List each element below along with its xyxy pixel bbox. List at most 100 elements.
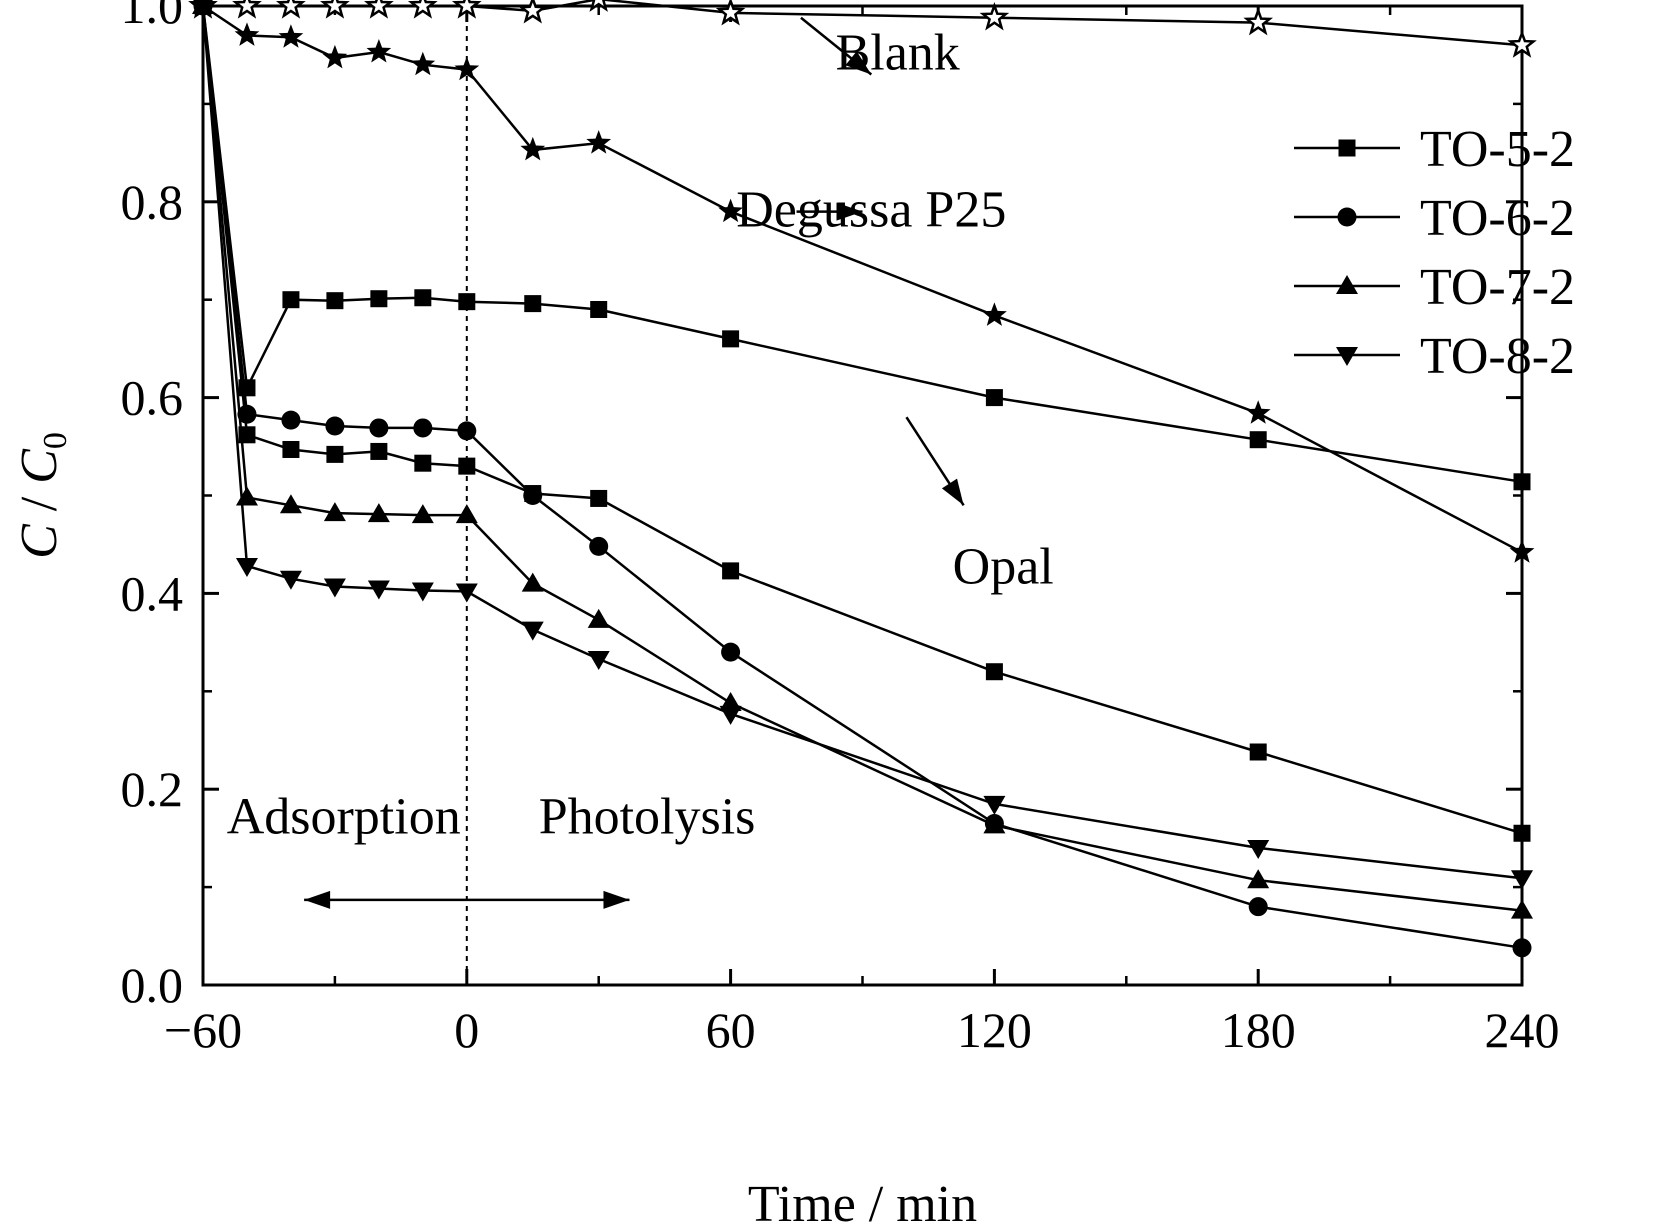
- data-point: [589, 0, 608, 12]
- phase-arrow-left: [304, 890, 467, 909]
- data-point: [367, 503, 390, 523]
- series-2: [190, 0, 1535, 563]
- legend-marker: [1338, 139, 1356, 157]
- data-point: [523, 486, 543, 505]
- annotations: Blank Degussa P25 Opal Adsorption Photolysis: [227, 16, 1054, 909]
- data-point: [370, 442, 388, 460]
- data-point: [235, 486, 258, 506]
- y-axis-label-subscript: 0: [37, 432, 74, 449]
- data-point: [235, 557, 258, 577]
- data-point: [458, 293, 476, 311]
- annotation-arrow-blank: [800, 16, 873, 76]
- data-point: [451, 0, 482, 19]
- legend-label: TO-8-2: [1420, 328, 1575, 385]
- data-point: [715, 0, 746, 26]
- legend: TO-5-2 TO-6-2 TO-7-2 TO-8-2: [1294, 121, 1575, 385]
- data-point: [455, 583, 478, 603]
- series-group: [188, 0, 1537, 958]
- data-point: [370, 290, 388, 308]
- data-point: [232, 0, 262, 19]
- data-point: [524, 295, 542, 313]
- annotation-arrow-p25: [796, 202, 863, 221]
- series-line: [202, 4, 1523, 554]
- x-tick-label: 60: [706, 1002, 756, 1058]
- annotation-opal: Opal: [953, 539, 1054, 596]
- data-point: [193, 0, 213, 17]
- data-point: [234, 22, 260, 46]
- data-point: [587, 608, 610, 628]
- series-7: [193, 0, 1533, 890]
- legend-marker: [1337, 207, 1357, 227]
- data-point: [282, 440, 300, 458]
- data-point: [407, 0, 438, 19]
- y-axis-label: C / C0: [11, 432, 74, 559]
- arrow-head: [941, 478, 964, 506]
- x-tick-label: 240: [1485, 1002, 1560, 1058]
- data-point: [366, 39, 392, 63]
- data-point: [414, 289, 432, 307]
- series-line: [201, 5, 1523, 835]
- data-point: [276, 0, 306, 19]
- axes: −60 0 60 120 180 240 0.0 0.2 0.4 0.6 0.8 1.0: [121, 0, 1560, 1058]
- data-point: [1247, 839, 1270, 859]
- data-point: [517, 0, 548, 24]
- data-point: [410, 51, 436, 76]
- y-tick-label: 0.4: [121, 565, 184, 621]
- data-point: [979, 2, 1010, 31]
- series-4: [194, 0, 1531, 842]
- data-point: [1507, 29, 1537, 58]
- data-point: [590, 300, 608, 318]
- data-point: [364, 0, 394, 19]
- data-point: [457, 421, 477, 441]
- data-point: [325, 416, 345, 436]
- data-point: [985, 389, 1003, 407]
- phase-arrow-right: [466, 890, 630, 909]
- data-point: [414, 454, 432, 472]
- annotation-arrow-opal: [905, 416, 965, 506]
- data-point: [237, 404, 257, 424]
- data-point: [587, 650, 610, 670]
- data-point: [718, 198, 743, 223]
- x-tick-label: −60: [164, 1002, 242, 1058]
- data-point: [1248, 897, 1268, 917]
- y-tick-label: 0.2: [121, 761, 184, 817]
- data-point: [369, 418, 389, 438]
- data-point: [323, 578, 346, 598]
- legend-item: TO-5-2: [1294, 121, 1575, 178]
- data-point: [1513, 473, 1531, 491]
- data-point: [282, 291, 300, 309]
- series-6: [192, 0, 1533, 919]
- data-point: [589, 536, 609, 556]
- data-point: [521, 572, 544, 592]
- annotation-blank: Blank: [836, 25, 960, 82]
- x-tick-label: 120: [957, 1002, 1032, 1058]
- data-point: [320, 0, 350, 19]
- x-tick-label: 180: [1221, 1002, 1296, 1058]
- data-point: [983, 795, 1006, 815]
- data-point: [983, 814, 1006, 834]
- annotation-photolysis: Photolysis: [539, 788, 756, 845]
- annotation-adsorption: Adsorption: [227, 788, 461, 845]
- data-point: [454, 56, 480, 81]
- data-point: [279, 494, 302, 514]
- data-point: [1509, 539, 1535, 563]
- data-point: [278, 24, 304, 48]
- data-point: [1249, 743, 1267, 761]
- data-point: [1511, 899, 1533, 919]
- legend-label: TO-5-2: [1420, 121, 1575, 178]
- data-point: [1245, 400, 1271, 424]
- data-point: [281, 410, 301, 430]
- data-point: [719, 705, 742, 725]
- data-point: [586, 130, 612, 154]
- data-point: [985, 663, 1003, 681]
- data-point: [323, 502, 346, 522]
- x-axis-label: Time / min: [748, 1176, 977, 1227]
- y-tick-label: 0.8: [121, 174, 184, 230]
- x-tick-label: 0: [454, 1002, 479, 1058]
- data-point: [455, 504, 478, 524]
- data-point: [279, 570, 302, 590]
- legend-item: TO-6-2: [1294, 190, 1575, 247]
- data-point: [1249, 431, 1267, 449]
- data-point: [721, 642, 741, 662]
